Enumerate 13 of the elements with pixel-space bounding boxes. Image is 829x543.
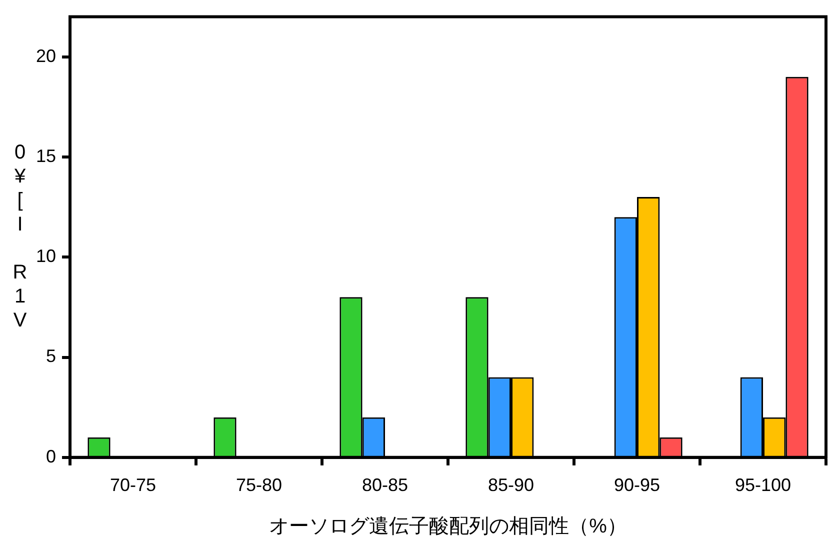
y-tick-label: 0 [46, 446, 56, 466]
x-tick-label: 95-100 [734, 475, 792, 496]
x-tick-label: 85-90 [488, 475, 534, 496]
y-tick-label: 15 [36, 146, 56, 166]
x-tick-label: 90-95 [614, 475, 660, 496]
text: 0¥[I R1V [12, 142, 28, 332]
x-tick-label: 80-85 [362, 475, 408, 496]
y-tick-label: 20 [36, 46, 56, 66]
x-axis-title: オーソログ遺伝子酸配列の相同性（%） [269, 516, 627, 538]
y-tick-label: 5 [46, 346, 56, 366]
y-tick-label: 10 [36, 246, 56, 266]
x-tick-label: 75-80 [236, 475, 282, 496]
x-tick-label: 70-75 [110, 475, 156, 496]
